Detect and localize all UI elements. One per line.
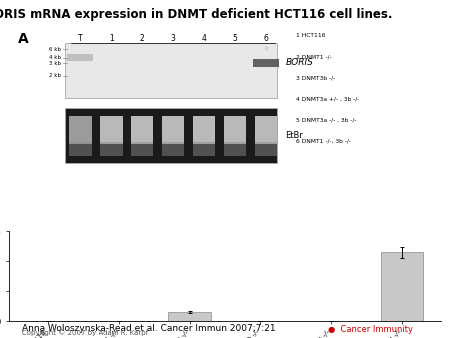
Bar [224, 142, 246, 155]
Text: 2: 2 [140, 34, 144, 43]
Bar [100, 142, 122, 155]
Bar [255, 116, 277, 144]
Bar [253, 58, 279, 67]
Bar [193, 142, 216, 155]
Text: T: T [78, 34, 83, 43]
Text: 4: 4 [202, 34, 207, 43]
Bar [381, 252, 423, 321]
Bar [162, 116, 184, 144]
Bar [162, 142, 184, 155]
Text: 4 DNMT3a +/- , 3b -/-: 4 DNMT3a +/- , 3b -/- [296, 96, 360, 101]
Text: ●  Cancer Immunity: ● Cancer Immunity [328, 325, 414, 334]
Bar [100, 116, 122, 144]
Text: EtBr: EtBr [285, 131, 303, 140]
Text: 2 DNMT1 -/-: 2 DNMT1 -/- [296, 54, 332, 59]
Text: A: A [18, 31, 28, 46]
Bar [255, 142, 277, 155]
Text: 3 kb: 3 kb [49, 61, 61, 66]
Bar [65, 43, 277, 98]
Text: 3: 3 [171, 34, 176, 43]
Text: 3 DNMT3b -/-: 3 DNMT3b -/- [296, 75, 336, 80]
Text: 1 HCT116: 1 HCT116 [296, 33, 326, 38]
Bar [131, 142, 153, 155]
Text: 1: 1 [109, 34, 113, 43]
Text: 2 kb: 2 kb [49, 73, 61, 78]
Text: Anna Woloszynska-Read et al. Cancer Immun 2007;7:21: Anna Woloszynska-Read et al. Cancer Immu… [22, 324, 276, 333]
Bar [65, 108, 277, 163]
Text: 6 kb: 6 kb [49, 47, 61, 52]
Text: 4 kb: 4 kb [49, 55, 61, 60]
Bar [193, 116, 216, 144]
Text: 5: 5 [233, 34, 238, 43]
Text: BORIS mRNA expression in DNMT deficient HCT116 cell lines.: BORIS mRNA expression in DNMT deficient … [0, 8, 393, 21]
Text: BORIS: BORIS [285, 58, 313, 67]
Bar [168, 312, 211, 321]
Text: Copyright © 2007 by Adam R. Karpf: Copyright © 2007 by Adam R. Karpf [22, 330, 148, 336]
Bar [224, 116, 246, 144]
Text: 5 DNMT3a -/- , 3b -/-: 5 DNMT3a -/- , 3b -/- [296, 118, 357, 123]
Text: 6: 6 [264, 34, 269, 43]
Bar [131, 116, 153, 144]
Bar [69, 116, 91, 144]
Text: 6 DNMT1 -/-, 3b -/-: 6 DNMT1 -/-, 3b -/- [296, 139, 351, 144]
Bar [68, 54, 93, 61]
Bar [69, 142, 91, 155]
